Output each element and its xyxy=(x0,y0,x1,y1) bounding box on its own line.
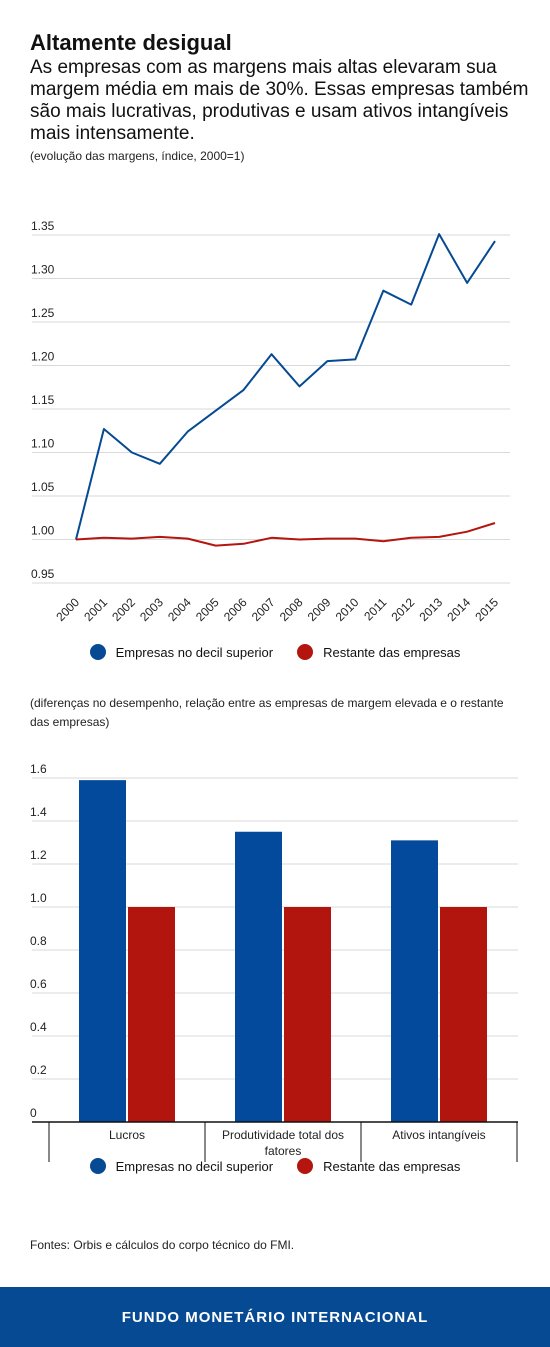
series-line-rest xyxy=(75,522,496,547)
chart-header: Altamente desigual As empresas com as ma… xyxy=(30,30,530,164)
x-tick-label: 2010 xyxy=(333,595,362,624)
footer-brand: FUNDO MONETÁRIO INTERNACIONAL xyxy=(0,1287,550,1347)
y-tick-label: 0.8 xyxy=(30,934,47,948)
legend-item-rest: Restante das empresas xyxy=(297,644,460,660)
category-label: Lucros xyxy=(109,1128,145,1142)
x-tick-label: 2013 xyxy=(416,595,445,624)
x-tick-label: 2014 xyxy=(444,595,473,624)
line-chart-note: (evolução das margens, índice, 2000=1) xyxy=(30,149,245,163)
legend-label-rest-2: Restante das empresas xyxy=(323,1158,461,1174)
bar-top xyxy=(235,831,282,1122)
chart-title: Altamente desigual xyxy=(30,30,232,55)
legend-label-top-2: Empresas no decil superior xyxy=(115,1158,274,1174)
y-tick-label: 0 xyxy=(30,1106,37,1120)
y-tick-label: 0.2 xyxy=(30,1063,47,1077)
legend-swatch-rest-2 xyxy=(297,1158,314,1174)
category-label: Ativos intangíveis xyxy=(392,1128,485,1142)
legend-label-top: Empresas no decil superior xyxy=(115,644,274,660)
bar-chart-legend: Empresas no decil superior Restante das … xyxy=(0,1158,550,1174)
legend-item-top-2: Empresas no decil superior xyxy=(89,1158,274,1174)
bar-chart: 1.6 1.4 1.2 1.0 0.8 0.6 0.4 0.2 0 Lucros Produtivi… xyxy=(30,762,518,1162)
series-line-top xyxy=(75,233,496,540)
x-tick-label: 2015 xyxy=(472,595,501,624)
bar-top xyxy=(391,840,438,1122)
y-tick-label: 1.00 xyxy=(31,524,55,538)
category-label: fatores xyxy=(265,1144,302,1158)
y-tick-label: 0.4 xyxy=(30,1020,47,1034)
bar-rest xyxy=(284,907,331,1122)
x-tick-label: 2007 xyxy=(249,595,278,624)
x-tick-label: 2003 xyxy=(137,595,166,624)
x-tick-label: 2008 xyxy=(277,595,306,624)
legend-swatch-top-2 xyxy=(89,1158,106,1174)
y-tick-label: 1.2 xyxy=(30,848,47,862)
x-tick-label: 2012 xyxy=(389,595,418,624)
y-tick-label: 1.15 xyxy=(31,393,55,407)
y-tick-label: 1.4 xyxy=(30,805,47,819)
footer-label: FUNDO MONETÁRIO INTERNACIONAL xyxy=(121,1308,429,1326)
x-tick-label: 2004 xyxy=(165,595,194,624)
y-tick-label: 1.20 xyxy=(31,350,55,364)
y-tick-label: 1.30 xyxy=(31,263,55,277)
legend-swatch-top xyxy=(89,644,106,660)
line-chart: 1.35 1.30 1.25 1.20 1.15 1.10 1.05 1.00 0.95 2000… xyxy=(31,219,510,624)
y-tick-label: 0.6 xyxy=(30,977,47,991)
source-note: Fontes: Orbis e cálculos do corpo técnic… xyxy=(30,1238,295,1252)
x-tick-label: 2009 xyxy=(305,595,334,624)
x-tick-label: 2000 xyxy=(53,595,82,624)
bar-rest xyxy=(128,907,175,1122)
legend-item-top: Empresas no decil superior xyxy=(89,644,274,660)
line-chart-legend: Empresas no decil superior Restante das … xyxy=(0,644,550,660)
y-tick-label: 1.35 xyxy=(31,219,55,233)
legend-item-rest-2: Restante das empresas xyxy=(297,1158,460,1174)
y-tick-label: 1.6 xyxy=(30,762,47,776)
x-tick-label: 2006 xyxy=(221,595,250,624)
legend-label-rest: Restante das empresas xyxy=(323,644,461,660)
x-tick-label: 2002 xyxy=(109,595,138,624)
y-tick-label: 1.10 xyxy=(31,437,55,451)
bar-top xyxy=(79,780,126,1122)
chart-subtitle: As empresas com as margens mais altas el… xyxy=(30,57,529,144)
y-tick-label: 1.05 xyxy=(31,480,55,494)
category-label: Produtividade total dos xyxy=(222,1128,344,1142)
y-tick-label: 1.0 xyxy=(30,891,47,905)
bar-chart-note: (diferenças no desempenho, relação entre… xyxy=(30,696,504,729)
x-tick-label: 2011 xyxy=(361,595,389,623)
bar-rest xyxy=(440,907,487,1122)
x-tick-label: 2005 xyxy=(193,595,222,624)
x-tick-label: 2001 xyxy=(81,595,110,624)
legend-swatch-rest xyxy=(297,644,314,660)
y-tick-label: 1.25 xyxy=(31,306,55,320)
y-tick-label: 0.95 xyxy=(31,567,55,581)
